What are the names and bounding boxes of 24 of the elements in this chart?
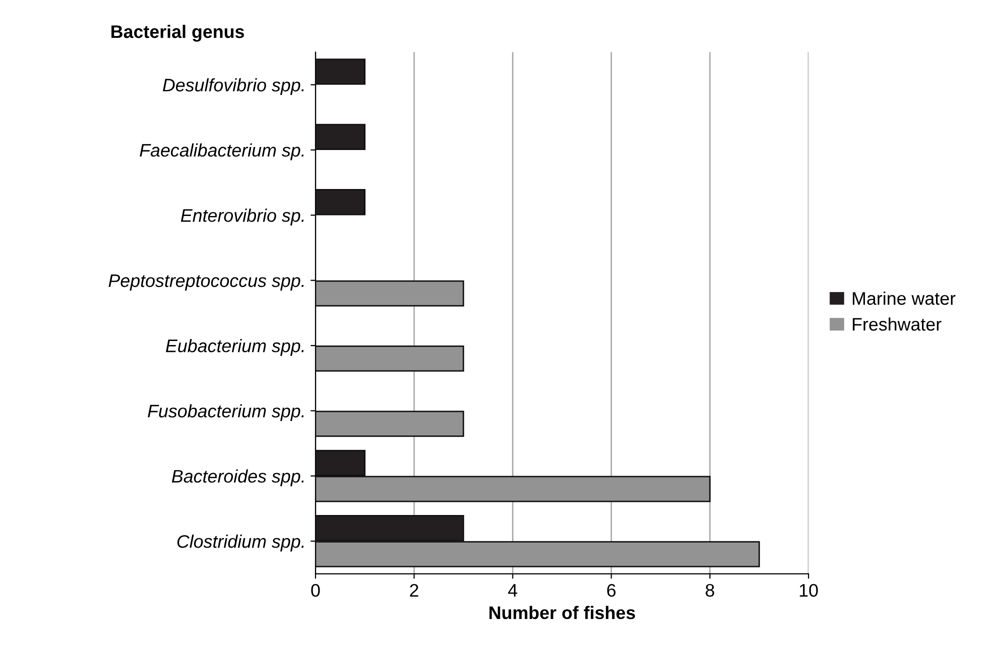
- y-tick-label: Eubacterium spp.: [166, 339, 304, 356]
- bar: [316, 346, 464, 372]
- x-tick-label: 0: [311, 584, 320, 597]
- y-tick-label: Clostridium spp.: [177, 534, 304, 552]
- legend-label: Marine water: [852, 292, 956, 305]
- bar: [316, 58, 366, 85]
- y-tick-label: Desulfovibrio spp.: [162, 78, 304, 96]
- x-tick-label: 10: [800, 584, 818, 597]
- y-tick-label: Peptostreptococcus spp.: [108, 274, 304, 291]
- legend-label: Freshwater: [852, 317, 942, 331]
- y-tick-label: Fusobacterium spp.: [148, 404, 304, 422]
- bar: [316, 124, 366, 150]
- x-tick-label: 4: [508, 584, 518, 597]
- y-axis-title: Bacterial genus: [111, 24, 244, 42]
- x-tick-label: 2: [410, 584, 418, 597]
- bar: [316, 189, 366, 216]
- y-tick-label: Enterovibrio sp.: [180, 208, 304, 226]
- y-tick-label: Faecalibacterium sp.: [140, 143, 304, 160]
- x-tick-label: 8: [706, 584, 714, 597]
- x-tick-label: 6: [607, 584, 616, 597]
- bar: [316, 410, 464, 437]
- x-axis-title: Number of fishes: [489, 606, 636, 620]
- bar: [316, 280, 464, 306]
- y-tick-label: Bacteroides spp.: [172, 469, 304, 486]
